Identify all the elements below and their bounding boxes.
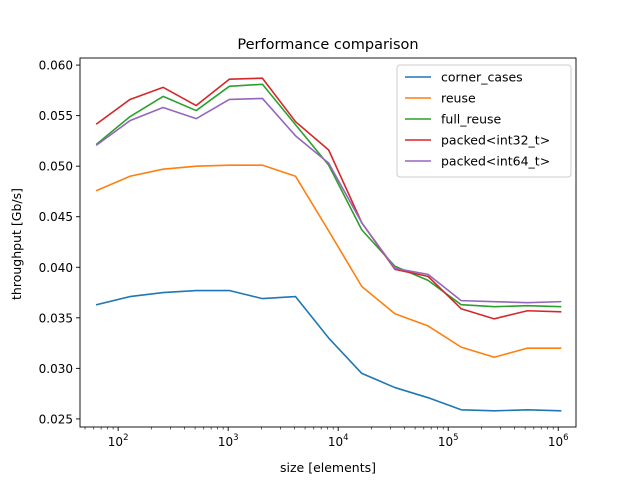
- series-line-1: [95, 164, 562, 359]
- y-tick-label-4: 0.045: [39, 210, 73, 224]
- y-tick-label-0: 0.025: [39, 412, 73, 426]
- series-line-4: [95, 97, 562, 304]
- x-tick-label-2: 104: [328, 433, 349, 449]
- y-tick-label-6: 0.055: [39, 109, 73, 123]
- legend-box: [396, 64, 572, 178]
- x-tick-label-1: 103: [218, 433, 239, 449]
- x-tick-label-0: 102: [108, 433, 129, 449]
- series-group: [95, 77, 562, 412]
- series-line-3: [95, 77, 562, 320]
- axes-frame: [79, 57, 577, 428]
- legend-label-1: reuse: [441, 91, 476, 106]
- y-tick-label-1: 0.030: [39, 362, 73, 376]
- legend-label-4: packed<int64_t>: [441, 154, 550, 169]
- y-tick-label-2: 0.035: [39, 311, 73, 325]
- series-line-2: [95, 83, 562, 308]
- series-line-0: [95, 289, 562, 412]
- y-axis-label: throughput [Gb/s]: [9, 188, 24, 300]
- y-tick-label-7: 0.060: [39, 59, 73, 73]
- legend-label-3: packed<int32_t>: [441, 133, 550, 148]
- legend-label-0: corner_cases: [441, 70, 523, 85]
- legend-label-2: full_reuse: [441, 112, 502, 127]
- x-axis-label: size [elements]: [280, 460, 376, 475]
- x-tick-label-3: 105: [438, 433, 459, 449]
- chart-title: Performance comparison: [237, 37, 418, 53]
- x-tick-label-4: 106: [548, 433, 569, 449]
- axes-group: 0.025 0.030 0.035 0.040 0.045 0.050 0.055 0.060…: [39, 57, 577, 449]
- y-tick-label-5: 0.050: [39, 160, 73, 174]
- y-tick-label-3: 0.040: [39, 261, 73, 275]
